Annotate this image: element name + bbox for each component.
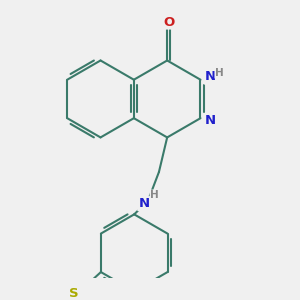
Text: N: N	[205, 114, 216, 128]
Text: H: H	[150, 190, 159, 200]
Text: S: S	[69, 287, 79, 300]
Text: N: N	[205, 70, 216, 83]
Text: N: N	[138, 197, 149, 210]
Text: H: H	[215, 68, 224, 78]
Text: O: O	[163, 16, 174, 28]
